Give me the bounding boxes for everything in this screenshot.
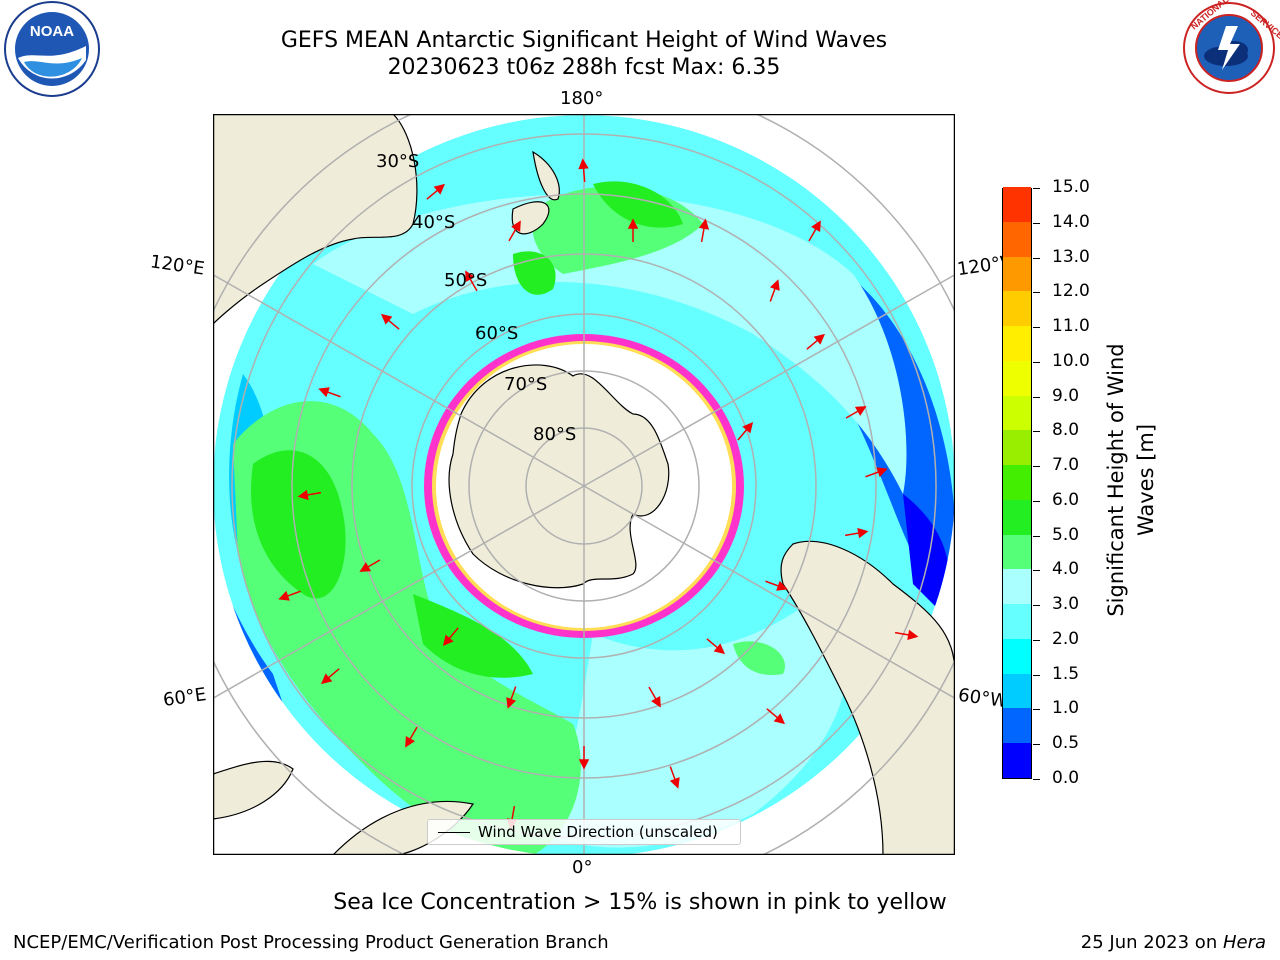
colorbar-bin bbox=[1003, 743, 1031, 778]
lat-label-60s: 60°S bbox=[475, 323, 519, 344]
sea-ice-note: Sea Ice Concentration > 15% is shown in … bbox=[333, 890, 947, 915]
lat-label-40s: 40°S bbox=[412, 212, 456, 233]
africa-land bbox=[332, 800, 474, 855]
colorbar-bin bbox=[1003, 499, 1031, 535]
colorbar-tick-mark bbox=[1033, 396, 1040, 398]
colorbar-tick-label: 4.0 bbox=[1052, 559, 1080, 580]
colorbar-tick-label: 11.0 bbox=[1052, 316, 1090, 337]
map-subtitle: 20230623 t06z 288h fcst Max: 6.35 bbox=[387, 55, 781, 80]
colorbar-tick-mark bbox=[1033, 327, 1040, 329]
colorbar-bin bbox=[1003, 256, 1031, 292]
colorbar-tick-mark bbox=[1033, 744, 1040, 746]
antarctic-wave-map bbox=[213, 114, 955, 855]
colorbar-ticks: 0.0 0.5 1.0 1.5 2.0 3.0 4.0 5.0 6.0 7.0 8.0 9.0 10.0… bbox=[1033, 0, 1093, 960]
colorbar-tick-mark bbox=[1033, 361, 1040, 363]
colorbar-tick-label: 6.0 bbox=[1052, 489, 1080, 510]
colorbar-label: Significant Height of Wind Waves [m] bbox=[1096, 300, 1166, 660]
footer-host: Hera bbox=[1222, 932, 1266, 953]
svg-text:NOAA: NOAA bbox=[30, 23, 74, 40]
colorbar-bin bbox=[1003, 534, 1031, 570]
colorbar-tick-mark bbox=[1033, 466, 1040, 468]
colorbar-bin bbox=[1003, 395, 1031, 431]
footer-date-text: 25 Jun 2023 on bbox=[1080, 932, 1223, 953]
colorbar-tick-mark bbox=[1033, 257, 1040, 259]
colorbar-tick-mark bbox=[1033, 431, 1040, 433]
colorbar-label-line1: Significant Height of Wind bbox=[1104, 343, 1128, 617]
colorbar-bin bbox=[1003, 291, 1031, 327]
colorbar-bin bbox=[1003, 603, 1031, 639]
colorbar-bin bbox=[1003, 221, 1031, 257]
nws-logo: NATIONAL SERVICE bbox=[1183, 0, 1280, 94]
lat-label-30s: 30°S bbox=[376, 151, 420, 172]
colorbar-tick-mark bbox=[1033, 674, 1040, 676]
map-legend: Wind Wave Direction (unscaled) bbox=[427, 819, 741, 845]
colorbar-tick-label: 15.0 bbox=[1052, 177, 1090, 197]
lon-label-180: 180° bbox=[560, 88, 604, 109]
colorbar-tick-label: 14.0 bbox=[1052, 211, 1090, 232]
map-title: GEFS MEAN Antarctic Significant Height o… bbox=[280, 28, 888, 53]
colorbar-tick-mark bbox=[1033, 500, 1040, 502]
colorbar-tick-label: 1.0 bbox=[1052, 698, 1080, 719]
colorbar-tick-label: 2.0 bbox=[1052, 628, 1080, 649]
colorbar-tick-mark bbox=[1033, 222, 1040, 224]
colorbar-tick-label: 1.5 bbox=[1052, 663, 1080, 684]
colorbar-bin bbox=[1003, 464, 1031, 500]
lon-label-120e: 120°E bbox=[148, 251, 206, 280]
map-frame bbox=[213, 114, 955, 855]
new-zealand-north bbox=[532, 150, 560, 201]
lon-label-0: 0° bbox=[572, 857, 593, 878]
colorbar-tick-label: 12.0 bbox=[1052, 281, 1090, 302]
colorbar-tick-label: 13.0 bbox=[1052, 246, 1090, 267]
colorbar-tick-label: 7.0 bbox=[1052, 455, 1080, 476]
legend-line-icon bbox=[438, 832, 470, 833]
lon-label-60e: 60°E bbox=[161, 684, 208, 711]
colorbar-tick-label: 0.5 bbox=[1052, 733, 1080, 754]
colorbar-bin bbox=[1003, 569, 1031, 605]
noaa-logo: NOAA bbox=[4, 1, 100, 97]
colorbar-bin bbox=[1003, 186, 1031, 222]
colorbar-tick-mark bbox=[1033, 779, 1040, 780]
colorbar-bin bbox=[1003, 708, 1031, 744]
footer-credit: NCEP/EMC/Verification Post Processing Pr… bbox=[13, 932, 609, 953]
colorbar-tick-label: 0.0 bbox=[1052, 768, 1080, 788]
colorbar-bin bbox=[1003, 430, 1031, 466]
australia-land bbox=[213, 114, 418, 325]
madagascar-land bbox=[213, 760, 294, 820]
colorbar-label-line2: Waves [m] bbox=[1134, 423, 1158, 537]
colorbar-tick-label: 3.0 bbox=[1052, 594, 1080, 615]
lat-label-70s: 70°S bbox=[504, 374, 548, 395]
colorbar-tick-mark bbox=[1033, 188, 1040, 189]
colorbar-tick-mark bbox=[1033, 709, 1040, 711]
colorbar-bin bbox=[1003, 638, 1031, 674]
colorbar-tick-label: 8.0 bbox=[1052, 420, 1080, 441]
colorbar-bin bbox=[1003, 360, 1031, 396]
lat-label-50s: 50°S bbox=[444, 270, 488, 291]
colorbar-tick-mark bbox=[1033, 639, 1040, 641]
lat-label-80s: 80°S bbox=[533, 424, 577, 445]
colorbar-tick-label: 5.0 bbox=[1052, 524, 1080, 545]
colorbar-tick-mark bbox=[1033, 570, 1040, 572]
colorbar bbox=[1002, 186, 1032, 779]
colorbar-tick-mark bbox=[1033, 292, 1040, 294]
colorbar-bin bbox=[1003, 673, 1031, 709]
colorbar-tick-mark bbox=[1033, 535, 1040, 537]
colorbar-tick-label: 9.0 bbox=[1052, 385, 1080, 406]
colorbar-bin bbox=[1003, 325, 1031, 361]
colorbar-tick-mark bbox=[1033, 605, 1040, 607]
colorbar-tick-label: 10.0 bbox=[1052, 350, 1090, 371]
footer-date: 25 Jun 2023 on Hera bbox=[1081, 932, 1266, 953]
legend-label: Wind Wave Direction (unscaled) bbox=[478, 823, 718, 841]
